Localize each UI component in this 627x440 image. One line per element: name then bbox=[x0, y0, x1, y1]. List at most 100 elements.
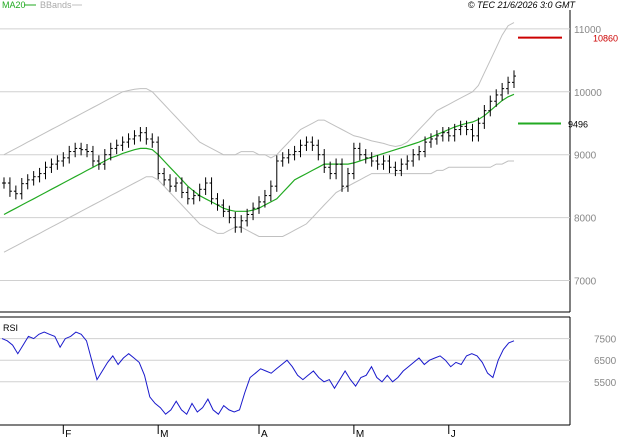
ohlc-bar bbox=[340, 158, 345, 192]
bb-lower-line bbox=[3, 160, 514, 253]
rsi-axis-ticks: 5500 6500 7500 bbox=[594, 335, 617, 389]
ohlc-bar bbox=[49, 158, 54, 173]
ohlc-bar bbox=[369, 152, 374, 167]
ohlc-bar bbox=[470, 123, 475, 142]
ohlc-bar bbox=[55, 155, 60, 170]
ohlc-bar bbox=[357, 142, 362, 161]
bollinger-bands bbox=[3, 22, 515, 253]
ohlc-bar bbox=[280, 152, 285, 167]
ohlc-bar bbox=[310, 136, 315, 151]
ohlc-bar bbox=[411, 149, 416, 167]
ohlc-bar bbox=[423, 136, 428, 158]
ohlc-bar bbox=[458, 120, 463, 136]
price-axis-ticks: 7000 8000 9000 10000 11000 bbox=[574, 25, 602, 288]
ohlc-bar bbox=[464, 120, 469, 136]
x-tick-label: J bbox=[451, 429, 456, 440]
ohlc-bar bbox=[482, 105, 487, 129]
ma-last-label: 9496 bbox=[568, 120, 588, 130]
ohlc-bar bbox=[203, 177, 208, 195]
ohlc-bar bbox=[476, 117, 481, 142]
rsi-tick-label: 6500 bbox=[594, 356, 617, 367]
ohlc-bar bbox=[500, 82, 505, 101]
ohlc-bar bbox=[2, 177, 6, 189]
ohlc-bar bbox=[126, 133, 131, 148]
price-tick-label: 9000 bbox=[574, 151, 597, 162]
ohlc-bar bbox=[90, 145, 95, 167]
ohlc-bar bbox=[108, 142, 113, 161]
ohlc-bar bbox=[162, 167, 167, 186]
ohlc-bar bbox=[96, 155, 101, 170]
ohlc-bar bbox=[488, 95, 493, 117]
ohlc-bar bbox=[73, 142, 78, 158]
price-grid bbox=[0, 28, 570, 282]
ohlc-bar bbox=[375, 155, 380, 170]
ohlc-bar bbox=[138, 127, 143, 142]
ohlc-bar bbox=[25, 174, 30, 190]
target-label: 10860 bbox=[593, 34, 618, 44]
ohlc-bar bbox=[316, 139, 321, 161]
bb-upper-line bbox=[3, 22, 515, 159]
ohlc-bar bbox=[506, 76, 511, 95]
ohlc-bar bbox=[233, 211, 238, 233]
ohlc-bar bbox=[322, 149, 327, 173]
ohlc-bar bbox=[209, 177, 214, 205]
ohlc-bar bbox=[434, 130, 439, 145]
x-tick-label: M bbox=[356, 429, 364, 440]
ohlc-bar bbox=[274, 155, 279, 192]
ohlc-bar bbox=[328, 161, 333, 180]
ohlc-bar bbox=[245, 208, 250, 227]
ohlc-bar bbox=[19, 177, 24, 200]
price-tick-label: 11000 bbox=[574, 25, 602, 36]
ohlc-bar bbox=[168, 174, 173, 192]
ohlc-bar bbox=[197, 183, 202, 202]
ohlc-bar bbox=[257, 196, 261, 214]
ohlc-bar bbox=[7, 177, 12, 197]
ohlc-bar bbox=[185, 186, 190, 205]
ohlc-bar bbox=[399, 158, 404, 177]
rsi-line bbox=[1, 331, 515, 415]
ohlc-bar bbox=[102, 149, 107, 170]
ohlc-bar bbox=[345, 167, 350, 192]
ohlc-bar bbox=[262, 189, 267, 208]
ohlc-bar bbox=[31, 171, 36, 186]
ohlc-bar bbox=[227, 205, 232, 224]
x-tick-label: M bbox=[160, 429, 168, 440]
ohlc-bar bbox=[494, 89, 499, 107]
rsi-tick-label: 7500 bbox=[594, 335, 617, 346]
ohlc-bar bbox=[191, 189, 196, 205]
ohlc-bar bbox=[512, 70, 516, 89]
price-tick-label: 8000 bbox=[574, 214, 597, 225]
ohlc-bar bbox=[179, 177, 184, 199]
rsi-tick-label: 5500 bbox=[594, 378, 617, 389]
rsi-title: RSI bbox=[3, 323, 18, 333]
ohlc-bar bbox=[387, 155, 392, 173]
copyright-stamp: © TEC 21/6/2026 3:0 GMT bbox=[468, 0, 577, 10]
ohlc-bar bbox=[114, 139, 119, 155]
ohlc-bar bbox=[440, 127, 445, 142]
ohlc-bar bbox=[37, 167, 42, 183]
ohlc-bar bbox=[144, 127, 149, 145]
legend-ma20: MA20 bbox=[2, 0, 26, 10]
ohlc-bar bbox=[67, 145, 72, 164]
ohlc-bar bbox=[61, 152, 66, 167]
rsi-polyline bbox=[1, 331, 515, 415]
ohlc-bar bbox=[298, 139, 303, 158]
x-tick-label: F bbox=[65, 429, 71, 440]
ohlc-bar bbox=[251, 202, 256, 221]
legend-bbands: BBands bbox=[40, 0, 72, 10]
ohlc-bar bbox=[150, 133, 155, 148]
x-tick-label: A bbox=[261, 429, 268, 440]
ohlc-bar bbox=[286, 149, 291, 164]
ohlc-bar bbox=[215, 193, 220, 211]
ohlc-bar bbox=[304, 136, 309, 151]
ohlc-bar bbox=[132, 130, 137, 145]
ohlc-bar bbox=[85, 144, 90, 158]
ohlc-bar bbox=[446, 127, 451, 142]
ohlc-bar bbox=[381, 155, 386, 170]
price-markers: 9496 10860 bbox=[518, 34, 618, 130]
ohlc-bar bbox=[351, 142, 356, 180]
ohlc-bar bbox=[393, 161, 398, 177]
ohlc-bar bbox=[43, 161, 48, 180]
ohlc-bar bbox=[405, 155, 410, 170]
